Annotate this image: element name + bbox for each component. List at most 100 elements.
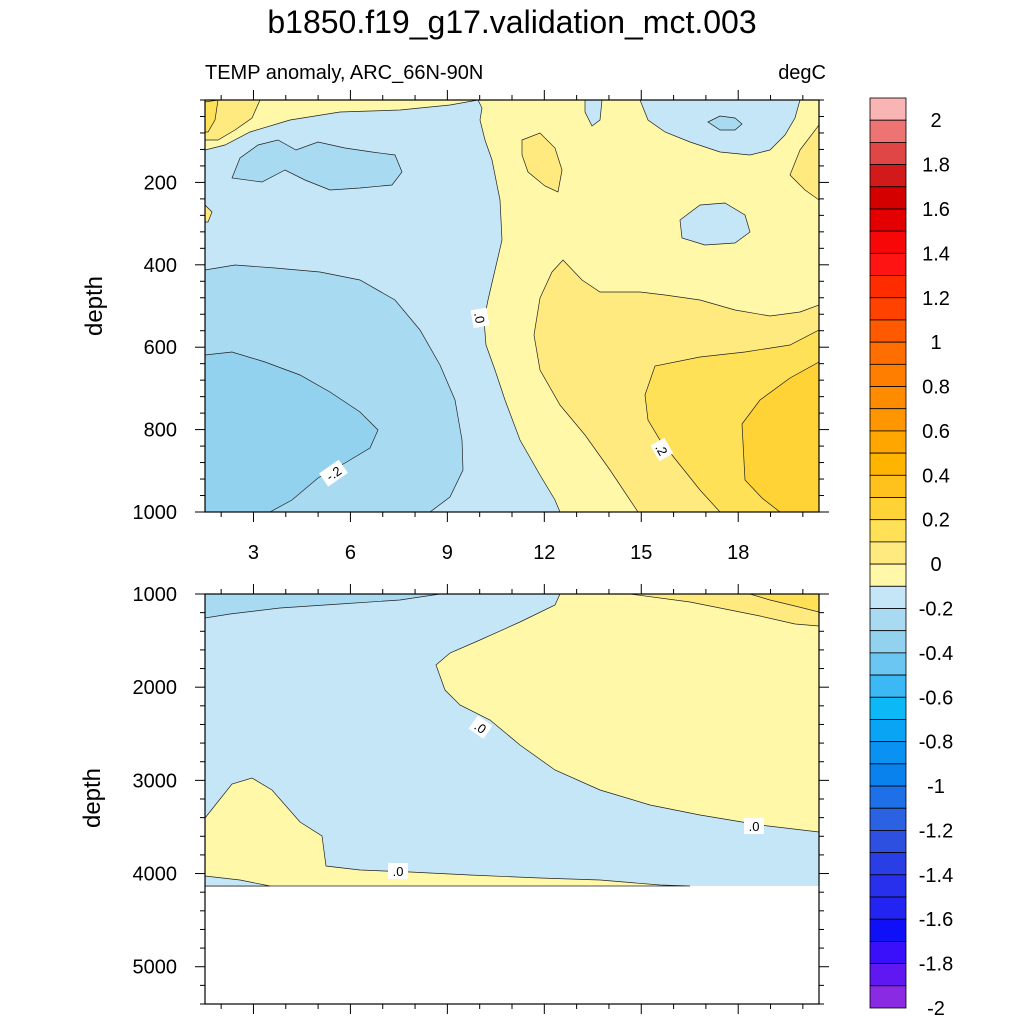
colorbar-swatch: [869, 164, 907, 188]
colorbar-swatch: [869, 386, 907, 410]
x-tick-label: 9: [442, 542, 453, 564]
lower-label-zero-b: .0: [744, 818, 764, 834]
upper-label-pos: .2: [650, 437, 674, 462]
colorbar-swatch: [869, 319, 907, 343]
colorbar-swatch: [869, 275, 907, 299]
colorbar-label: 1.2: [922, 288, 950, 310]
upper-contour-pos-left-sliver: [205, 204, 213, 223]
y-tick-label: 200: [144, 172, 177, 194]
colorbar-swatch: [869, 941, 907, 965]
axes-group: 3 6 9 12 15 18 200 400 600 800 1000 1000 2000 3000 400…: [133, 90, 829, 1014]
colorbar-swatch: [869, 119, 907, 143]
colorbar-label: -2: [927, 998, 945, 1020]
colorbar-swatch: [869, 985, 907, 1009]
lower-label-zero-a: .0: [468, 715, 493, 739]
lower-panel: [205, 594, 819, 1004]
colorbar-swatch: [869, 430, 907, 454]
x-tick-label: 6: [345, 542, 356, 564]
figure-title: b1850.f19_g17.validation_mct.003: [267, 4, 757, 40]
colorbar-swatch: [869, 741, 907, 765]
lower-label-zero-c: .0: [388, 863, 408, 879]
colorbar-label: -0.2: [919, 598, 953, 620]
x-tick-label: 12: [533, 542, 555, 564]
colorbar-swatch: [869, 585, 907, 609]
colorbar-swatch: [869, 186, 907, 210]
colorbar-label: 1.8: [922, 155, 950, 177]
colorbar-label: -1: [927, 776, 945, 798]
upper-contour-pos-right: [789, 124, 819, 201]
colorbar-swatch: [869, 918, 907, 942]
colorbar-swatch: [869, 97, 907, 121]
colorbar-swatch: [869, 474, 907, 498]
upper-contour-labels: .0 .2 -.2: [319, 307, 674, 487]
colorbar-swatch: [869, 363, 907, 387]
colorbar-label: 0: [930, 554, 941, 576]
x-tick-label: 3: [248, 542, 259, 564]
upper-ylabel: depth: [81, 276, 108, 336]
y-tick-label: 3000: [133, 770, 178, 792]
variable-subtitle: TEMP anomaly, ARC_66N-90N: [205, 62, 484, 84]
upper-contour-neg-small: [584, 100, 603, 127]
y-tick-label: 5000: [133, 957, 178, 979]
colorbar-label: -1.8: [919, 954, 953, 976]
colorbar-swatch: [869, 852, 907, 876]
lower-contour-pos-main: [435, 594, 819, 833]
colorbar-label: -1.4: [919, 865, 953, 887]
colorbar-swatch: [869, 963, 907, 987]
svg-text:.0: .0: [393, 864, 404, 879]
upper-contour-pos-3: [741, 361, 819, 512]
colorbar-swatch: [869, 785, 907, 809]
svg-text:.0: .0: [749, 819, 760, 834]
colorbar-swatch: [869, 230, 907, 254]
colorbar-swatch: [869, 696, 907, 720]
upper-contour-neg-2: [205, 351, 379, 512]
upper-label-zero: .0: [470, 307, 490, 329]
y-tick-label: 800: [144, 420, 177, 442]
colorbar-swatch: [869, 674, 907, 698]
svg-text:.0: .0: [471, 311, 488, 324]
units-label: degC: [778, 62, 826, 84]
colorbar-swatch: [869, 652, 907, 676]
colorbar-label: -0.8: [919, 732, 953, 754]
upper-contour-pos-topleft: [205, 100, 261, 141]
colorbar-label: 1.6: [922, 199, 950, 221]
svg-text:-.2: -.2: [323, 463, 344, 484]
colorbar-swatch: [869, 297, 907, 321]
colorbar-swatch: [869, 408, 907, 432]
colorbar-label: 0.8: [922, 377, 950, 399]
lower-contour-neg-top: [205, 594, 441, 619]
lower-contour-neg-floor: [205, 875, 271, 887]
colorbar-swatch: [869, 807, 907, 831]
colorbar-swatch: [869, 719, 907, 743]
y-tick-label: 1000: [133, 584, 178, 606]
upper-contour-neg-blob: [231, 139, 403, 191]
colorbar-swatch: [869, 341, 907, 365]
y-tick-label: 1000: [133, 502, 178, 524]
colorbar-swatch: [869, 874, 907, 898]
colorbar-label: 1.4: [922, 243, 950, 265]
colorbar-label: 0.4: [922, 465, 950, 487]
colorbar-label: -1.2: [919, 820, 953, 842]
upper-contour-neg-midright: [679, 202, 751, 246]
colorbar-label: 0.2: [922, 510, 950, 532]
colorbar-swatch: [869, 541, 907, 565]
colorbar-swatch: [869, 141, 907, 165]
colorbar-swatch: [869, 252, 907, 276]
x-tick-label: 15: [630, 542, 652, 564]
colorbar: 2 1.8 1.6 1.4 1.2 1 0.8 0.6 0.4 0.2 0 -0.2 -0.4 -0.6 -…: [869, 97, 953, 1020]
colorbar-label: -1.6: [919, 909, 953, 931]
colorbar-swatch: [869, 519, 907, 543]
colorbar-swatch: [869, 563, 907, 587]
colorbar-label: -0.4: [919, 643, 953, 665]
colorbar-swatch: [869, 830, 907, 854]
y-tick-label: 400: [144, 255, 177, 277]
lower-ylabel: depth: [79, 768, 106, 828]
colorbar-label: -0.6: [919, 687, 953, 709]
lower-contour-pos-bottom: [205, 777, 691, 887]
upper-panel: [205, 100, 819, 512]
y-tick-label: 4000: [133, 864, 178, 886]
colorbar-swatch: [869, 452, 907, 476]
y-tick-label: 600: [144, 337, 177, 359]
upper-label-neg: -.2: [319, 459, 348, 487]
